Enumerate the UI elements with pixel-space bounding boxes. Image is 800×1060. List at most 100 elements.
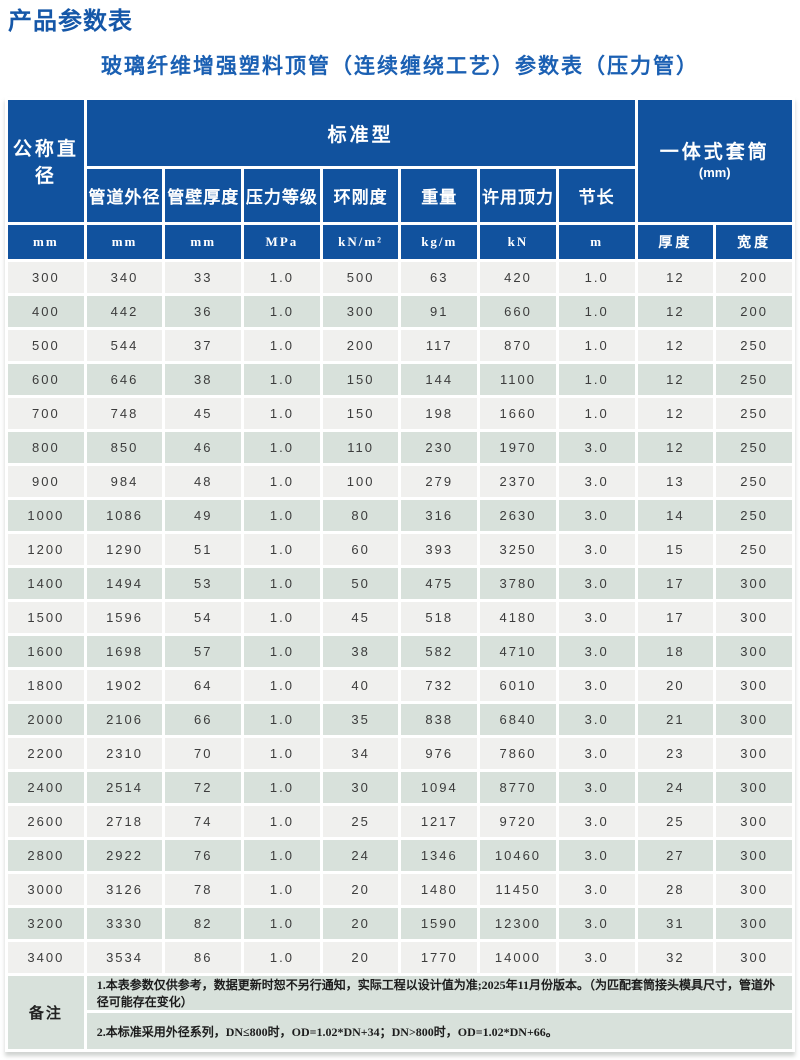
table-cell: 300 <box>716 636 792 667</box>
table-cell: 1902 <box>86 670 163 701</box>
table-cell: 3200 <box>8 908 84 939</box>
table-cell: 1660 <box>480 398 556 429</box>
table-cell: 2630 <box>480 500 556 531</box>
table-cell: 3.0 <box>558 568 635 599</box>
table-cell: 14000 <box>480 942 556 973</box>
col-header-sleeve-width: 宽度 <box>716 225 792 259</box>
table-cell: 3126 <box>86 874 163 905</box>
table-cell: 1800 <box>8 670 84 701</box>
table-cell: 300 <box>716 738 792 769</box>
table-cell: 1.0 <box>244 806 320 837</box>
table-row: 3400 3534 86 1.0 20 1770 14000 3.0 32 300 <box>8 942 792 973</box>
table-subtitle: 玻璃纤维增强塑料顶管（连续缠绕工艺）参数表（压力管） <box>101 55 699 78</box>
table-cell: 800 <box>8 432 84 463</box>
table-cell: 300 <box>716 908 792 939</box>
table-cell: 2922 <box>86 840 163 871</box>
table-cell: 117 <box>401 330 478 361</box>
table-body: 300 340 33 1.0 500 63 420 1.0 12 200 400 442 36 1.0 30… <box>8 262 792 973</box>
table-cell: 1.0 <box>244 738 320 769</box>
table-cell: 2800 <box>8 840 84 871</box>
table-row: 600 646 38 1.0 150 144 1100 1.0 12 250 <box>8 364 792 395</box>
col-group-sleeve: 一体式套筒 (mm) <box>637 100 792 222</box>
table-cell: 2514 <box>86 772 163 803</box>
table-cell: 3.0 <box>558 942 635 973</box>
table-cell: 36 <box>165 296 242 327</box>
table-cell: 12 <box>637 432 714 463</box>
table-cell: 250 <box>716 534 792 565</box>
table-cell: 300 <box>8 262 84 293</box>
table-cell: 1596 <box>86 602 163 633</box>
table-cell: 400 <box>8 296 84 327</box>
table-cell: 28 <box>637 874 714 905</box>
table-cell: 150 <box>322 398 399 429</box>
unit-weight: kg/m <box>401 225 478 259</box>
table-cell: 2106 <box>86 704 163 735</box>
table-cell: 3.0 <box>558 908 635 939</box>
table-cell: 12300 <box>480 908 556 939</box>
table-cell: 49 <box>165 500 242 531</box>
notes-label: 备注 <box>8 976 84 1049</box>
col-header-sleeve-thickness: 厚度 <box>637 225 714 259</box>
table-cell: 3.0 <box>558 534 635 565</box>
table-cell: 900 <box>8 466 84 497</box>
table-cell: 2310 <box>86 738 163 769</box>
table-cell: 250 <box>716 330 792 361</box>
table-row: 3200 3330 82 1.0 20 1590 12300 3.0 31 300 <box>8 908 792 939</box>
table-cell: 66 <box>165 704 242 735</box>
table-cell: 1500 <box>8 602 84 633</box>
table-cell: 24 <box>637 772 714 803</box>
col-header-pipe-od: 管道外径 <box>86 169 163 222</box>
table-row: 1500 1596 54 1.0 45 518 4180 3.0 17 300 <box>8 602 792 633</box>
table-cell: 3.0 <box>558 806 635 837</box>
table-cell: 54 <box>165 602 242 633</box>
table-cell: 2600 <box>8 806 84 837</box>
table-cell: 1494 <box>86 568 163 599</box>
unit-pipe-od: mm <box>86 225 163 259</box>
table-cell: 660 <box>480 296 556 327</box>
unit-wall-thickness: mm <box>165 225 242 259</box>
table-cell: 300 <box>716 874 792 905</box>
table-cell: 17 <box>637 602 714 633</box>
table-cell: 57 <box>165 636 242 667</box>
table-cell: 30 <box>322 772 399 803</box>
table-cell: 3.0 <box>558 840 635 871</box>
table-cell: 500 <box>322 262 399 293</box>
table-cell: 1.0 <box>558 262 635 293</box>
table-cell: 12 <box>637 296 714 327</box>
table-cell: 279 <box>401 466 478 497</box>
table-cell: 64 <box>165 670 242 701</box>
table-cell: 3.0 <box>558 500 635 531</box>
note-item-1: 1.本表参数仅供参考，数据更新时恕不另行通知，实际工程以设计值为准;2025年1… <box>86 976 792 1010</box>
col-header-pressure-class: 压力等级 <box>244 169 320 222</box>
table-cell: 1.0 <box>244 942 320 973</box>
table-row: 1000 1086 49 1.0 80 316 2630 3.0 14 250 <box>8 500 792 531</box>
table-cell: 8770 <box>480 772 556 803</box>
table-cell: 72 <box>165 772 242 803</box>
table-cell: 144 <box>401 364 478 395</box>
table-cell: 12 <box>637 262 714 293</box>
table-cell: 544 <box>86 330 163 361</box>
table-cell: 300 <box>716 806 792 837</box>
table-row: 400 442 36 1.0 300 91 660 1.0 12 200 <box>8 296 792 327</box>
table-row: 2600 2718 74 1.0 25 1217 9720 3.0 25 300 <box>8 806 792 837</box>
table-row: 2800 2922 76 1.0 24 1346 10460 3.0 27 300 <box>8 840 792 871</box>
header-group-row: 公称直径 标准型 一体式套筒 (mm) <box>8 100 792 222</box>
unit-section-length: m <box>558 225 635 259</box>
notes-row-2: 2.本标准采用外径系列，DN≤800时，OD=1.02*DN+34；DN>800… <box>8 1013 792 1049</box>
table-cell: 1.0 <box>244 908 320 939</box>
table-cell: 38 <box>322 636 399 667</box>
table-row: 2400 2514 72 1.0 30 1094 8770 3.0 24 300 <box>8 772 792 803</box>
table-cell: 1590 <box>401 908 478 939</box>
table-cell: 1.0 <box>244 568 320 599</box>
col-header-section-length: 节长 <box>558 169 635 222</box>
table-row: 700 748 45 1.0 150 198 1660 1.0 12 250 <box>8 398 792 429</box>
table-cell: 20 <box>322 908 399 939</box>
table-cell: 984 <box>86 466 163 497</box>
table-cell: 12 <box>637 364 714 395</box>
table-cell: 250 <box>716 500 792 531</box>
table-row: 1600 1698 57 1.0 38 582 4710 3.0 18 300 <box>8 636 792 667</box>
table-cell: 12 <box>637 330 714 361</box>
table-cell: 1094 <box>401 772 478 803</box>
table-cell: 420 <box>480 262 556 293</box>
table-cell: 3.0 <box>558 466 635 497</box>
